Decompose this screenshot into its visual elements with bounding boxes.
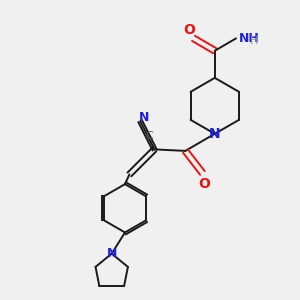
Text: N: N	[209, 127, 220, 141]
Text: N: N	[106, 247, 117, 260]
Text: O: O	[198, 177, 210, 191]
Text: O: O	[183, 23, 195, 37]
Text: C: C	[145, 131, 153, 141]
Text: N: N	[139, 110, 149, 124]
Text: NH: NH	[239, 32, 260, 45]
Text: H: H	[250, 36, 259, 46]
